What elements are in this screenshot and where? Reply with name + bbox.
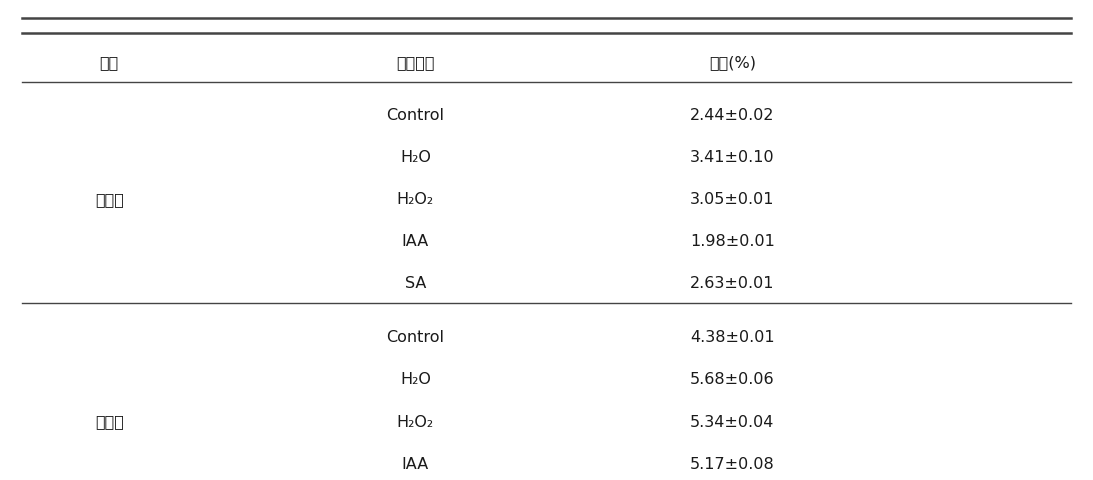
- Text: 2.63±0.01: 2.63±0.01: [690, 276, 775, 291]
- Text: 5.17±0.08: 5.17±0.08: [690, 456, 775, 471]
- Text: 3.41±0.10: 3.41±0.10: [690, 150, 775, 165]
- Text: Control: Control: [386, 329, 445, 345]
- Text: 4.38±0.01: 4.38±0.01: [690, 329, 775, 345]
- Text: 5.68±0.06: 5.68±0.06: [690, 372, 775, 387]
- Text: H₂O: H₂O: [400, 150, 431, 165]
- Text: 2.44±0.02: 2.44±0.02: [690, 108, 775, 123]
- Text: Control: Control: [386, 108, 445, 123]
- Text: 삼다찰: 삼다찰: [95, 413, 124, 429]
- Text: H₂O₂: H₂O₂: [397, 192, 434, 207]
- Text: 5.34±0.04: 5.34±0.04: [690, 414, 775, 429]
- Text: IAA: IAA: [402, 234, 428, 249]
- Text: SA: SA: [404, 276, 426, 291]
- Text: H₂O: H₂O: [400, 372, 431, 387]
- Text: 품종: 품종: [99, 55, 119, 70]
- Text: 3.05±0.01: 3.05±0.01: [690, 192, 775, 207]
- Text: 발아처리: 발아처리: [396, 55, 435, 70]
- Text: 수율(%): 수율(%): [708, 55, 756, 70]
- Text: 단아메: 단아메: [95, 192, 124, 207]
- Text: H₂O₂: H₂O₂: [397, 414, 434, 429]
- Text: IAA: IAA: [402, 456, 428, 471]
- Text: 1.98±0.01: 1.98±0.01: [690, 234, 775, 249]
